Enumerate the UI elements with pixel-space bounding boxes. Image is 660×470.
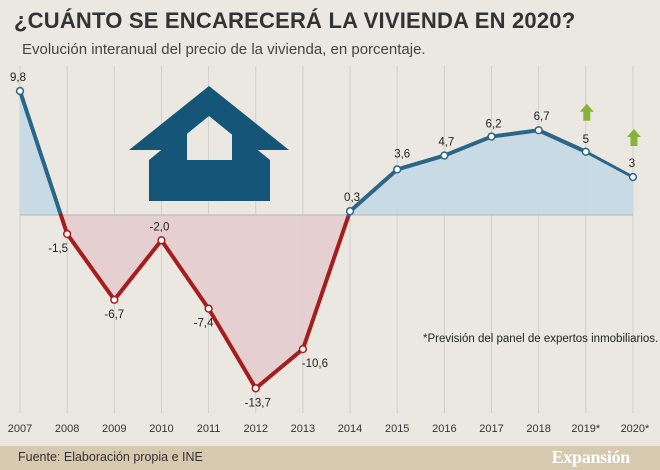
data-point bbox=[251, 384, 260, 393]
line-segment bbox=[112, 238, 164, 302]
positive-area bbox=[397, 155, 445, 215]
data-point bbox=[110, 295, 119, 304]
line-chart: 9,8 -1,5 -6,7 -2,0 -7,4 -13,7 -10,6 0,3 3,6 4,7 6,… bbox=[8, 66, 658, 435]
line-segment bbox=[253, 347, 305, 391]
data-label: -2,0 bbox=[150, 221, 170, 233]
data-label: 3 bbox=[629, 158, 635, 170]
data-point bbox=[204, 304, 213, 313]
negative-area bbox=[67, 215, 115, 300]
x-tick-label: 2013 bbox=[291, 423, 315, 435]
negative-area bbox=[114, 215, 162, 300]
data-label: 3,6 bbox=[394, 148, 410, 160]
x-tick-label: 2007 bbox=[8, 423, 32, 435]
line-segment bbox=[348, 167, 400, 214]
data-point bbox=[157, 236, 166, 245]
x-tick-label: 2017 bbox=[479, 423, 503, 435]
data-labels: 9,8 -1,5 -6,7 -2,0 -7,4 -13,7 -10,6 0,3 3,6 4,7 6,… bbox=[10, 72, 635, 409]
data-label: -1,5 bbox=[48, 243, 68, 255]
forecast-line-segment bbox=[584, 150, 635, 179]
line-segment bbox=[18, 89, 63, 217]
brand-logo: Expansión bbox=[551, 447, 631, 467]
data-point bbox=[298, 344, 308, 354]
x-tick-label: 2012 bbox=[244, 423, 268, 435]
x-tick-label: 2018 bbox=[526, 423, 550, 435]
data-label: 0,3 bbox=[344, 192, 360, 204]
data-label: 6,2 bbox=[486, 119, 502, 131]
positive-area bbox=[444, 136, 492, 215]
data-point bbox=[345, 207, 355, 216]
data-point bbox=[534, 126, 543, 135]
data-point bbox=[15, 86, 25, 96]
x-tick-label: 2010 bbox=[149, 423, 173, 435]
data-label: -7,4 bbox=[194, 318, 214, 330]
x-tick-label: 2008 bbox=[55, 423, 79, 435]
data-label: 6,7 bbox=[534, 111, 550, 123]
data-point bbox=[487, 132, 496, 141]
line-segment bbox=[489, 128, 541, 139]
x-axis-ticks: 2007 2008 2009 2010 2011 2012 2013 2014 2015 2016… bbox=[8, 423, 650, 435]
data-point bbox=[440, 151, 449, 160]
line-segment bbox=[300, 213, 351, 352]
negative-area bbox=[208, 215, 256, 389]
line-segment bbox=[442, 134, 494, 158]
chart-title: ¿CUÁNTO SE ENCARECERÁ LA VIVIENDA EN 202… bbox=[14, 8, 576, 33]
positive-area bbox=[491, 130, 539, 215]
x-tick-label: 2020* bbox=[621, 423, 650, 435]
data-label: 5 bbox=[583, 134, 589, 146]
chart-subtitle: Evolución interanual del precio de la vi… bbox=[22, 41, 426, 58]
line-segment bbox=[206, 306, 258, 391]
data-label: 4,7 bbox=[438, 137, 454, 149]
x-tick-label: 2016 bbox=[432, 423, 456, 435]
data-label: 9,8 bbox=[10, 72, 26, 84]
x-tick-label: 2015 bbox=[385, 423, 409, 435]
arrow-up-icon bbox=[579, 103, 594, 121]
x-tick-label: 2011 bbox=[197, 423, 221, 435]
line-segment bbox=[65, 231, 117, 302]
data-point bbox=[581, 147, 590, 156]
x-tick-label: 2014 bbox=[338, 423, 362, 435]
data-label: -10,6 bbox=[302, 358, 328, 370]
line-segment bbox=[159, 238, 211, 311]
x-tick-label: 2019* bbox=[571, 423, 600, 435]
arrow-up-icon bbox=[626, 129, 641, 147]
positive-area bbox=[538, 130, 586, 215]
data-points bbox=[15, 86, 638, 393]
positive-area bbox=[585, 151, 633, 215]
negative-area bbox=[255, 215, 303, 389]
data-label: -6,7 bbox=[104, 309, 124, 321]
data-point bbox=[628, 172, 638, 182]
forecast-arrows bbox=[579, 103, 641, 147]
data-point bbox=[63, 229, 72, 239]
forecast-note: *Previsión del panel de expertos inmobil… bbox=[423, 333, 658, 345]
line-segment bbox=[536, 128, 588, 154]
data-label: -13,7 bbox=[245, 397, 271, 409]
source-note: Fuente: Elaboración propia e INE bbox=[18, 450, 203, 464]
x-tick-label: 2009 bbox=[102, 423, 126, 435]
house-icon bbox=[129, 86, 289, 201]
data-point bbox=[393, 165, 402, 174]
negative-area bbox=[161, 215, 209, 309]
footer-bar: Fuente: Elaboración propia e INE Expansi… bbox=[0, 446, 660, 470]
line-segment bbox=[395, 153, 447, 172]
